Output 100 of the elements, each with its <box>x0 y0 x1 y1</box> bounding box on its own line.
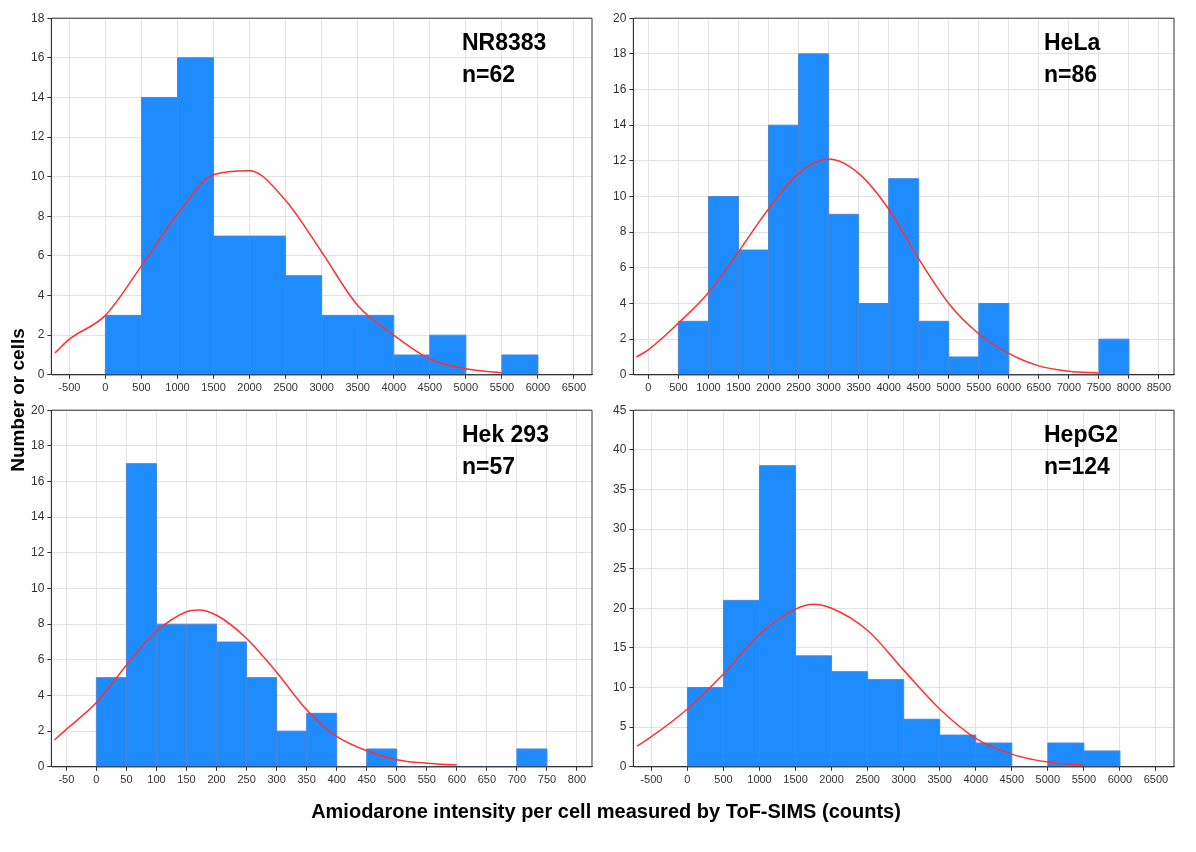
x-tick-label: 50 <box>120 773 133 786</box>
y-tick-label: 0 <box>37 759 45 774</box>
x-tick-label: 1500 <box>201 381 226 394</box>
y-tick-label: 20 <box>30 402 45 417</box>
y-tick-label: 45 <box>612 402 627 417</box>
annotation: Hek 293 <box>462 421 549 448</box>
y-tick-label: 6 <box>37 248 45 263</box>
annotation: n=124 <box>1044 453 1111 480</box>
y-tick-label: 4 <box>37 687 45 702</box>
y-tick-label: 10 <box>612 188 627 203</box>
x-axis-title: Amiodarone intensity per cell measured by ToF-SIMS (counts) <box>310 800 902 823</box>
y-tick-label: 8 <box>37 208 45 223</box>
y-tick-label: 8 <box>37 616 45 631</box>
y-tick-label: 10 <box>30 169 45 183</box>
y-tick-label: 20 <box>612 600 627 615</box>
x-tick-label: 4500 <box>999 773 1025 786</box>
y-tick-label: 10 <box>612 679 627 694</box>
x-tick-label: 4000 <box>381 381 406 394</box>
x-tick-label: -500 <box>58 381 81 394</box>
y-tick-label: 0 <box>619 759 627 774</box>
x-tick-label: 6000 <box>996 381 1022 394</box>
y-tick-label: 4 <box>619 295 627 310</box>
x-tick-label: 0 <box>93 773 100 786</box>
x-tick-label: 0 <box>102 381 109 394</box>
x-tick-label: 1500 <box>726 381 751 394</box>
y-tick-label: 4 <box>37 287 45 302</box>
x-tick-label: 3000 <box>309 381 334 394</box>
x-tick-label: 800 <box>567 773 587 786</box>
x-tick-label: 350 <box>297 773 316 786</box>
annotation: HepG2 <box>1044 421 1119 448</box>
x-tick-label: 500 <box>714 773 733 786</box>
x-tick-label: 0 <box>684 773 691 786</box>
x-tick-label: 550 <box>417 773 436 786</box>
annotation: n=86 <box>1044 61 1098 88</box>
y-tick-label: 35 <box>612 481 627 496</box>
x-tick-label: -500 <box>640 773 663 786</box>
x-tick-label: 3000 <box>891 773 916 786</box>
x-tick-label: 5000 <box>1035 773 1061 786</box>
annotation: NR8383 <box>462 29 547 56</box>
y-tick-label: 16 <box>612 81 627 96</box>
x-tick-label: 250 <box>237 773 256 786</box>
y-tick-label: 16 <box>30 473 45 488</box>
x-tick-label: 5500 <box>966 381 992 394</box>
y-tick-label: 18 <box>30 10 45 25</box>
x-tick-label: 150 <box>177 773 196 786</box>
x-tick-label: 6500 <box>561 381 587 394</box>
y-tick-label: 14 <box>612 117 627 132</box>
y-axis-title: Number or cells <box>7 328 29 472</box>
x-tick-label: 2500 <box>273 381 298 394</box>
y-tick-label: 14 <box>30 509 45 524</box>
x-tick-label: 1000 <box>165 381 190 394</box>
y-tick-label: 40 <box>612 442 627 457</box>
y-tick-label: 16 <box>30 50 45 65</box>
y-tick-label: 0 <box>37 367 45 382</box>
y-tick-label: 12 <box>30 545 45 560</box>
x-tick-label: 6500 <box>1143 773 1169 786</box>
annotation: HeLa <box>1044 29 1101 56</box>
x-tick-label: 3500 <box>345 381 370 394</box>
x-tick-label: 450 <box>357 773 376 786</box>
y-tick-label: 30 <box>612 521 627 536</box>
line-series <box>53 609 458 766</box>
y-tick-label: 5 <box>619 719 627 734</box>
x-tick-label: 7500 <box>1086 381 1112 394</box>
y-tick-label: 25 <box>612 561 627 575</box>
x-tick-label: 500 <box>669 381 688 394</box>
x-tick-label: 7000 <box>1056 381 1082 394</box>
x-tick-label: 500 <box>132 381 151 394</box>
x-tick-label: 5500 <box>489 381 515 394</box>
x-tick-label: 2000 <box>819 773 844 786</box>
x-tick-label: 3000 <box>816 381 841 394</box>
y-tick-label: 10 <box>30 580 45 595</box>
y-tick-label: 2 <box>37 723 45 738</box>
y-tick-label: 6 <box>619 260 627 275</box>
x-tick-label: 2500 <box>786 381 811 394</box>
x-tick-label: 5500 <box>1071 773 1097 786</box>
y-tick-label: 15 <box>612 640 627 655</box>
annotation: n=62 <box>462 61 516 88</box>
x-tick-label: 650 <box>477 773 497 786</box>
y-tick-label: 12 <box>612 153 627 168</box>
x-tick-label: 5000 <box>453 381 479 394</box>
y-tick-label: 18 <box>612 46 627 61</box>
x-tick-label: 2500 <box>855 773 880 786</box>
x-tick-label: 1000 <box>747 773 772 786</box>
x-tick-label: 500 <box>387 773 406 786</box>
x-tick-label: 3500 <box>846 381 871 394</box>
x-tick-label: 6000 <box>1107 773 1133 786</box>
x-tick-label: 6500 <box>1026 381 1052 394</box>
y-tick-label: 6 <box>37 652 45 667</box>
x-tick-label: 3500 <box>927 773 952 786</box>
x-tick-label: 4500 <box>906 381 931 394</box>
annotation: n=57 <box>462 453 516 480</box>
x-tick-label: 5000 <box>936 381 961 394</box>
x-tick-label: 2000 <box>756 381 781 394</box>
y-tick-label: 18 <box>30 438 45 453</box>
x-tick-label: 0 <box>645 381 652 394</box>
x-tick-label: 400 <box>327 773 346 786</box>
x-tick-label: 700 <box>507 773 527 786</box>
y-tick-label: 0 <box>619 367 627 382</box>
x-tick-label: 6000 <box>525 381 551 394</box>
x-tick-label: 1000 <box>696 381 721 394</box>
